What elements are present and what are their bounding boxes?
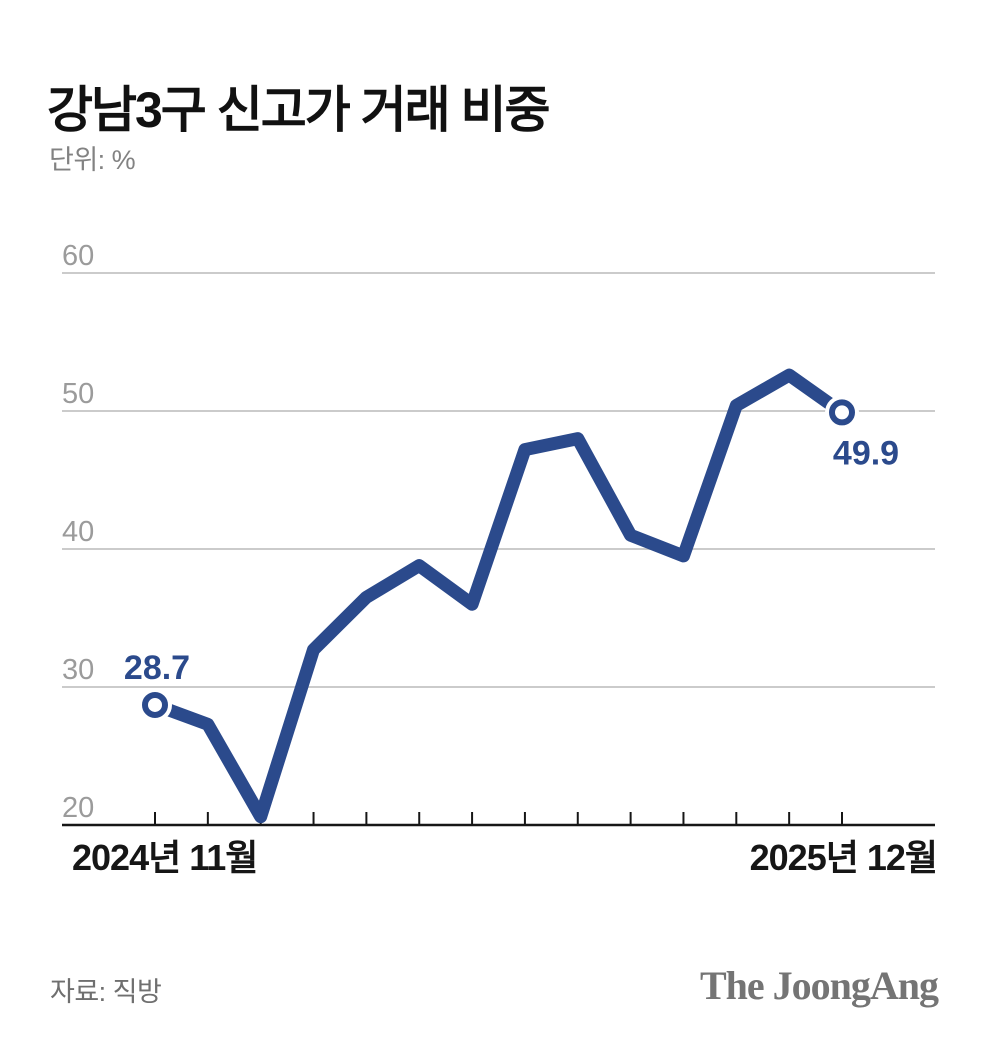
y-tick-label-40: 40: [62, 516, 94, 548]
x-label-end: 2025년 12월: [750, 837, 937, 878]
point-label-28.7: 28.7: [124, 649, 190, 687]
chart-title: 강남3구 신고가 거래 비중: [47, 81, 550, 138]
point-label-49.9: 49.9: [833, 434, 899, 472]
y-tick-label-30: 30: [62, 654, 94, 686]
x-label-start: 2024년 11월: [72, 837, 257, 878]
endpoint-marker: [142, 691, 168, 718]
endpoint-marker: [829, 399, 855, 426]
y-tick-label-50: 50: [62, 378, 94, 410]
brand-logo: The JoongAng: [699, 963, 939, 1008]
y-tick-label-20: 20: [62, 792, 94, 824]
y-tick-label-60: 60: [62, 240, 94, 272]
data-line: [148, 368, 849, 824]
unit-label: 단위: %: [49, 145, 136, 175]
source-label: 자료: 직방: [50, 977, 162, 1007]
